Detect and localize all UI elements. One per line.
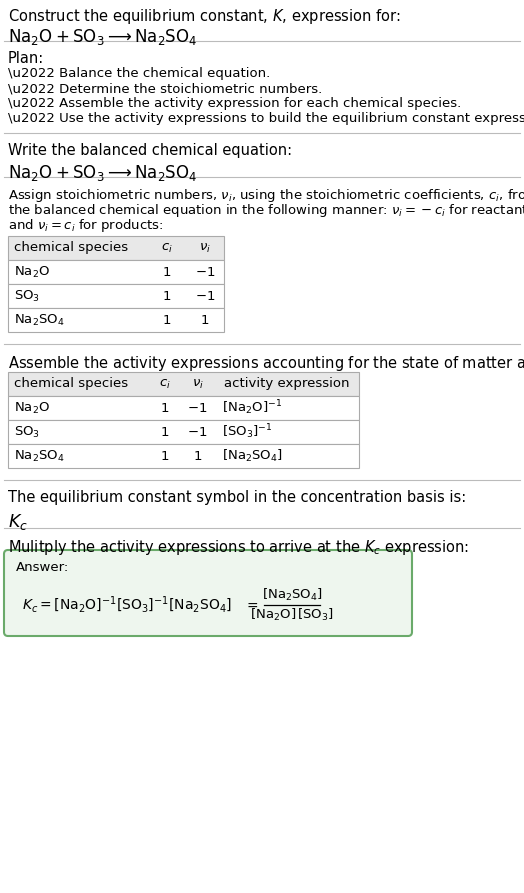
Text: chemical species: chemical species (14, 241, 128, 255)
Text: Assign stoichiometric numbers, $\nu_i$, using the stoichiometric coefficients, $: Assign stoichiometric numbers, $\nu_i$, … (8, 187, 524, 204)
Text: \u2022 Use the activity expressions to build the equilibrium constant expression: \u2022 Use the activity expressions to b… (8, 112, 524, 125)
Text: $\mathrm{Na_2O + SO_3 \longrightarrow Na_2SO_4}$: $\mathrm{Na_2O + SO_3 \longrightarrow Na… (8, 163, 198, 183)
Text: $[\mathrm{Na_2O}]\,[\mathrm{SO_3}]$: $[\mathrm{Na_2O}]\,[\mathrm{SO_3}]$ (250, 607, 334, 623)
Bar (8, 396, 359, 420)
Text: $\mathrm{Na_2SO_4}$: $\mathrm{Na_2SO_4}$ (14, 448, 64, 463)
Text: $\mathrm{SO_3}$: $\mathrm{SO_3}$ (14, 424, 40, 439)
Text: $c_i$: $c_i$ (159, 378, 170, 390)
Text: $-1$: $-1$ (187, 425, 208, 438)
Text: $[\mathrm{Na_2SO_4}]$: $[\mathrm{Na_2SO_4}]$ (222, 448, 283, 464)
Text: $-1$: $-1$ (187, 402, 208, 414)
Bar (8, 420, 359, 444)
Text: Write the balanced chemical equation:: Write the balanced chemical equation: (8, 143, 292, 158)
Text: \u2022 Determine the stoichiometric numbers.: \u2022 Determine the stoichiometric numb… (8, 82, 322, 95)
Text: $\mathrm{Na_2SO_4}$: $\mathrm{Na_2SO_4}$ (14, 313, 64, 328)
Bar (8, 372, 359, 396)
Text: and $\nu_i = c_i$ for products:: and $\nu_i = c_i$ for products: (8, 217, 163, 234)
Text: $\mathrm{SO_3}$: $\mathrm{SO_3}$ (14, 288, 40, 304)
Bar (8, 444, 359, 468)
Text: The equilibrium constant symbol in the concentration basis is:: The equilibrium constant symbol in the c… (8, 490, 466, 505)
Text: \u2022 Assemble the activity expression for each chemical species.: \u2022 Assemble the activity expression … (8, 97, 461, 110)
Text: Construct the equilibrium constant, $K$, expression for:: Construct the equilibrium constant, $K$,… (8, 7, 401, 26)
Text: 1: 1 (160, 425, 169, 438)
Text: $c_i$: $c_i$ (161, 241, 173, 255)
Text: $\nu_i$: $\nu_i$ (199, 241, 211, 255)
FancyBboxPatch shape (4, 550, 412, 636)
Text: 1: 1 (193, 449, 202, 463)
Text: 1: 1 (160, 402, 169, 414)
Text: 1: 1 (201, 313, 209, 327)
Text: $K_c = [\mathrm{Na_2O}]^{-1} [\mathrm{SO_3}]^{-1} [\mathrm{Na_2SO_4}]$: $K_c = [\mathrm{Na_2O}]^{-1} [\mathrm{SO… (22, 595, 232, 615)
Text: activity expression: activity expression (224, 378, 350, 390)
Text: Mulitply the activity expressions to arrive at the $K_c$ expression:: Mulitply the activity expressions to arr… (8, 538, 469, 557)
Text: $\mathrm{Na_2O}$: $\mathrm{Na_2O}$ (14, 400, 50, 415)
Text: $=$: $=$ (244, 598, 259, 612)
Text: the balanced chemical equation in the following manner: $\nu_i = -c_i$ for react: the balanced chemical equation in the fo… (8, 202, 524, 219)
Text: $[\mathrm{Na_2O}]^{-1}$: $[\mathrm{Na_2O}]^{-1}$ (222, 398, 282, 417)
Bar (8, 236, 224, 260)
Text: $[\mathrm{SO_3}]^{-1}$: $[\mathrm{SO_3}]^{-1}$ (222, 422, 272, 441)
Text: \u2022 Balance the chemical equation.: \u2022 Balance the chemical equation. (8, 67, 270, 80)
Text: Answer:: Answer: (16, 561, 69, 574)
Bar (8, 284, 224, 308)
Text: $-1$: $-1$ (195, 265, 215, 279)
Text: Assemble the activity expressions accounting for the state of matter and $\nu_i$: Assemble the activity expressions accoun… (8, 354, 524, 373)
Text: 1: 1 (163, 313, 171, 327)
Text: Plan:: Plan: (8, 51, 44, 66)
Text: chemical species: chemical species (14, 378, 128, 390)
Bar (8, 260, 224, 284)
Text: 1: 1 (163, 289, 171, 303)
Text: $\mathrm{Na_2O + SO_3 \longrightarrow Na_2SO_4}$: $\mathrm{Na_2O + SO_3 \longrightarrow Na… (8, 27, 198, 47)
Text: 1: 1 (163, 265, 171, 279)
Text: 1: 1 (160, 449, 169, 463)
Text: $\nu_i$: $\nu_i$ (192, 378, 203, 390)
Text: $-1$: $-1$ (195, 289, 215, 303)
Text: $[\mathrm{Na_2SO_4}]$: $[\mathrm{Na_2SO_4}]$ (261, 587, 322, 603)
Text: $\mathrm{Na_2O}$: $\mathrm{Na_2O}$ (14, 264, 50, 280)
Bar (8, 308, 224, 332)
Text: $K_c$: $K_c$ (8, 512, 28, 532)
